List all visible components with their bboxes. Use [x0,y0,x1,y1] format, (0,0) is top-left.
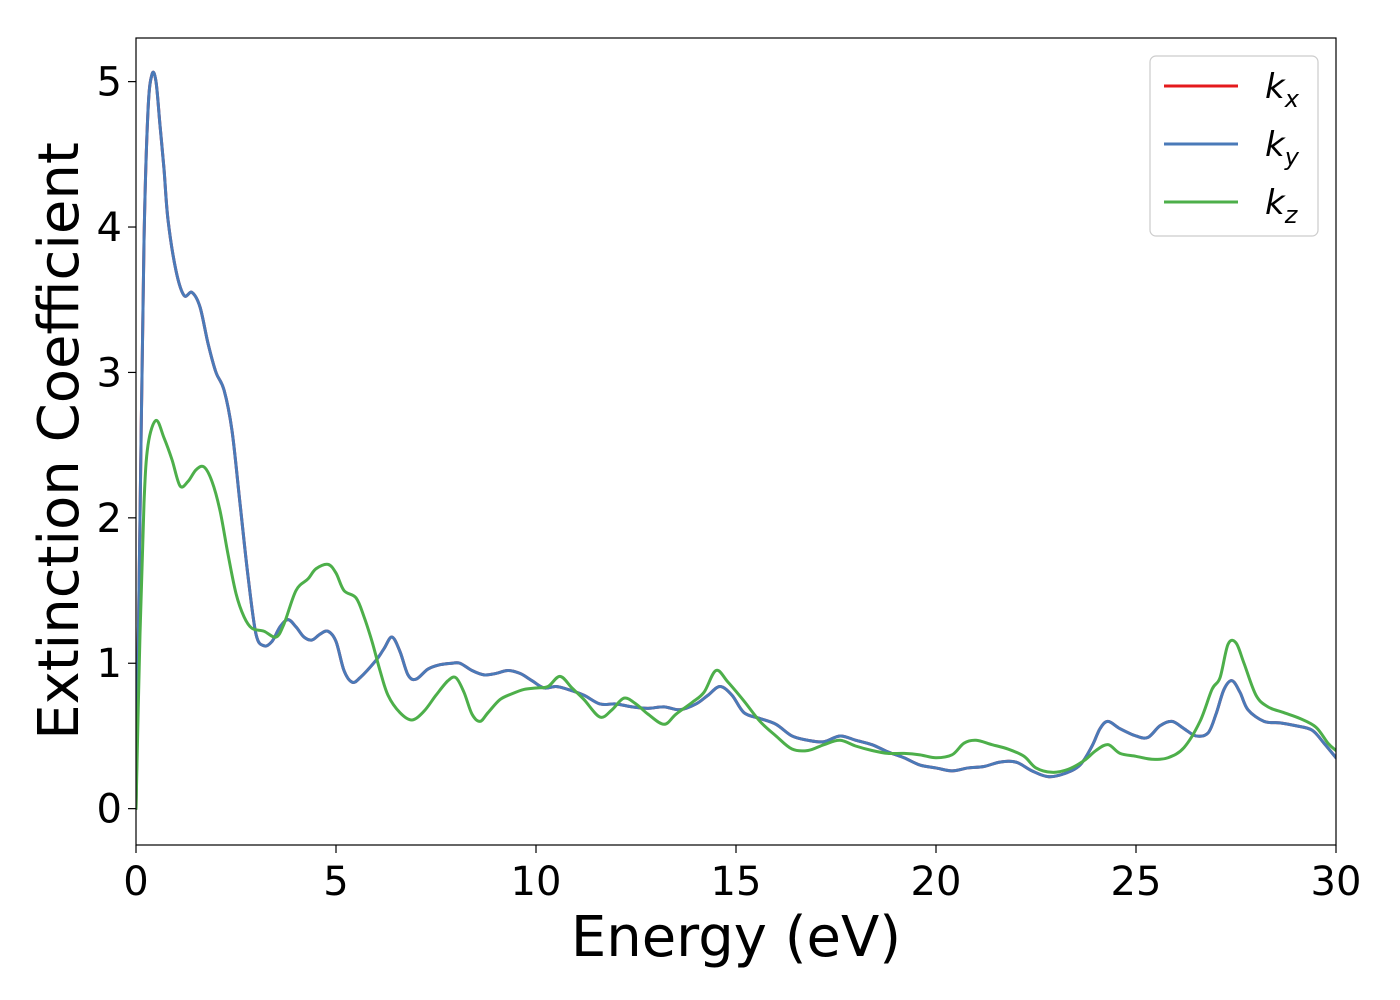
x-axis-label: Energy (eV) [571,905,901,970]
y-axis-label: Extinction Coefficient [27,142,92,740]
plot-frame [135,37,1337,846]
series-line-ky [136,70,1336,811]
y-tick-label: 0 [97,787,122,833]
legend-label-kz: kz [1265,183,1299,229]
x-tick-label: 15 [711,859,762,905]
y-tick-label: 2 [97,496,122,542]
y-tick-label: 4 [97,205,122,251]
y-tick-label: 1 [97,641,122,687]
y-tick-label: 5 [97,60,122,106]
series-lines [136,70,1336,811]
x-tick-label: 5 [323,859,348,905]
series-line-kz [136,418,1336,811]
legend-label-kx: kx [1265,67,1300,113]
legend: kx ky kz [1149,55,1319,237]
x-tick-label: 10 [511,859,562,905]
x-tick-label: 20 [911,859,962,905]
x-tick-label: 25 [1111,859,1162,905]
ticks: 0 5 10 15 20 25 30 0 1 2 3 4 5 [97,60,1362,905]
legend-label-ky: ky [1265,125,1300,171]
y-tick-label: 3 [97,350,122,396]
legend-box [1149,55,1319,237]
x-tick-label: 30 [1311,859,1362,905]
x-tick-label: 0 [123,859,148,905]
